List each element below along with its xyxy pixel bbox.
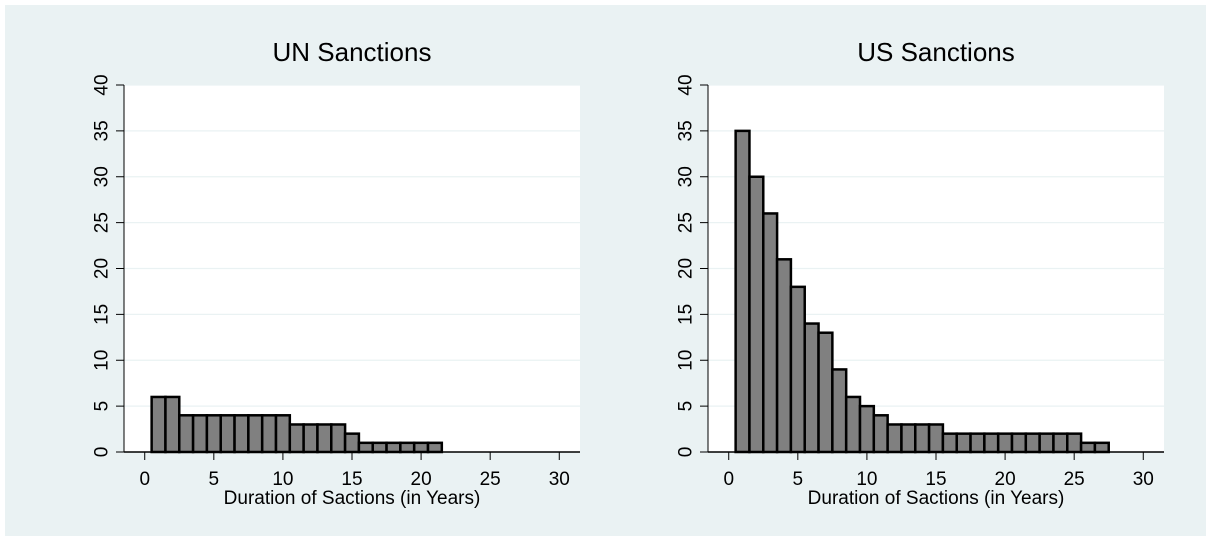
histogram-bar <box>886 423 903 454</box>
x-tick-label: 5 <box>209 469 220 490</box>
histogram-bar <box>858 404 876 454</box>
y-tick-label: 10 <box>676 350 697 371</box>
y-tick-label: 35 <box>92 120 113 141</box>
histogram-bar <box>178 414 195 454</box>
histogram-bar <box>762 212 779 454</box>
chart-title: US Sanctions <box>857 37 1015 67</box>
histogram-bar <box>247 414 264 454</box>
y-tick-label: 20 <box>676 258 697 279</box>
x-tick-label: 0 <box>139 469 150 490</box>
histogram-bar <box>412 441 430 454</box>
histogram-bar <box>734 129 751 454</box>
histogram-bar <box>914 423 931 454</box>
histogram-bar <box>1093 441 1110 454</box>
y-tick-label: 5 <box>676 401 697 412</box>
histogram-bar <box>955 432 972 454</box>
histogram-bar <box>748 175 765 454</box>
histogram-bar <box>983 432 1000 454</box>
histogram-bar <box>205 414 222 454</box>
x-tick-label: 10 <box>272 469 293 490</box>
histogram-bar <box>969 432 986 454</box>
histogram-bar <box>371 441 388 454</box>
chart-un-sanctions: UN Sanctions 0 5 10 15 20 25 30 35 40 0 5 10 15 20 25 30… <box>92 37 580 509</box>
histogram-bar <box>260 414 278 454</box>
x-tick-label: 30 <box>1133 469 1154 490</box>
histogram-bar <box>900 423 917 454</box>
y-tick-label: 25 <box>676 212 697 233</box>
x-tick-label: 0 <box>723 469 734 490</box>
histogram-bar <box>343 432 361 454</box>
y-tick-label: 40 <box>676 74 697 95</box>
histogram-bar <box>150 395 167 454</box>
histogram-bar <box>1038 432 1055 454</box>
y-tick-label: 0 <box>92 447 113 458</box>
x-tick-label: 20 <box>995 469 1016 490</box>
histogram-bar <box>789 285 806 454</box>
chart-title: UN Sanctions <box>273 37 432 67</box>
histogram-bar <box>164 395 181 454</box>
histogram-bar <box>302 423 319 454</box>
histogram-bar <box>426 441 444 454</box>
histogram-bar <box>941 432 958 454</box>
x-tick-label: 10 <box>856 469 877 490</box>
histogram-bar <box>330 423 347 454</box>
y-tick-label: 20 <box>92 258 113 279</box>
histogram-bar <box>385 441 402 454</box>
histogram-bar <box>1052 432 1069 454</box>
figure-background: UN Sanctions 0 5 10 15 20 25 30 35 40 0 5 10 15 20 25 30… <box>5 5 1206 536</box>
y-tick-label: 15 <box>92 304 113 325</box>
histogram-bar <box>399 441 416 454</box>
histogram-bar <box>817 331 834 454</box>
y-tick-label: 30 <box>676 166 697 187</box>
histogram-bar <box>233 414 250 454</box>
histogram-bar <box>1066 432 1083 454</box>
histogram-bar <box>1010 432 1028 454</box>
x-axis-label: Duration of Sactions (in Years) <box>224 488 481 509</box>
histogram-bar <box>1079 441 1097 454</box>
histogram-bar <box>775 258 793 454</box>
histogram-bar <box>191 414 209 454</box>
histogram-bar <box>927 423 945 454</box>
histogram-bar <box>219 414 236 454</box>
x-tick-label: 15 <box>925 469 946 490</box>
histogram-bar <box>803 322 820 454</box>
y-tick-label: 35 <box>676 120 697 141</box>
histogram-bar <box>872 414 889 454</box>
histogram-bar <box>831 368 848 454</box>
y-tick-label: 40 <box>92 74 113 95</box>
x-tick-label: 30 <box>549 469 570 490</box>
histogram-bar <box>1024 432 1041 454</box>
histogram-bar <box>844 395 862 454</box>
x-axis-label: Duration of Sactions (in Years) <box>808 488 1065 509</box>
x-tick-label: 5 <box>793 469 804 490</box>
histogram-bar <box>316 423 333 454</box>
chart-us-sanctions: US Sanctions 0 5 10 15 20 25 30 35 40 0 5 10 15 20 25 30… <box>676 37 1164 509</box>
histogram-bar <box>274 414 292 454</box>
y-tick-label: 30 <box>92 166 113 187</box>
x-tick-label: 15 <box>341 469 362 490</box>
histogram-bar <box>996 432 1014 454</box>
x-tick-label: 25 <box>480 469 501 490</box>
y-tick-label: 15 <box>676 304 697 325</box>
histogram-bar <box>288 423 305 454</box>
histogram-bar <box>357 441 374 454</box>
y-tick-label: 25 <box>92 212 113 233</box>
x-tick-label: 20 <box>411 469 432 490</box>
y-tick-label: 5 <box>92 401 113 412</box>
y-tick-label: 10 <box>92 350 113 371</box>
x-tick-label: 25 <box>1064 469 1085 490</box>
y-tick-label: 0 <box>676 447 697 458</box>
